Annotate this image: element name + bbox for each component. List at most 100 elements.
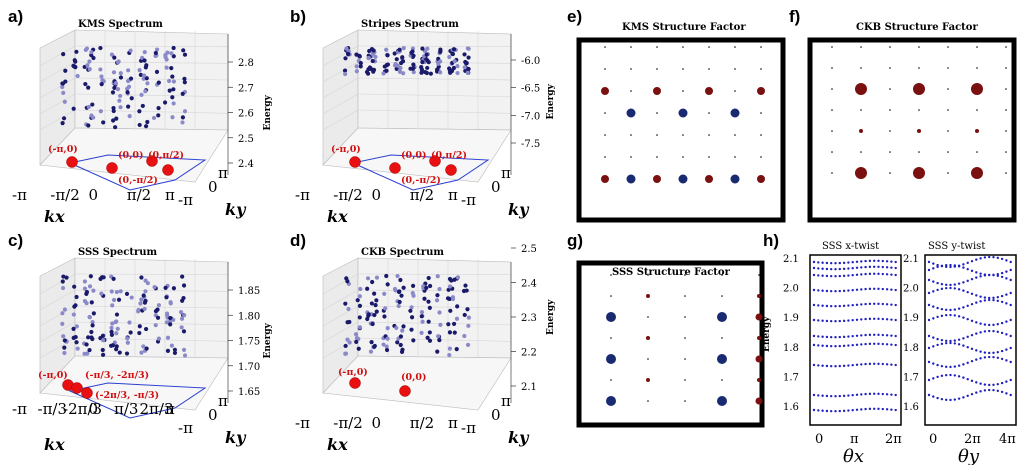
structure-factor-dot xyxy=(913,83,925,95)
twist-level-dot xyxy=(868,392,872,396)
spectrum-level-dot xyxy=(397,47,402,52)
twist-level-dot xyxy=(873,392,876,396)
spectrum-level-dot xyxy=(354,64,359,69)
sss-sf-title: SSS Structure Factor xyxy=(612,267,731,278)
spectrum-level-dot xyxy=(345,337,350,342)
twist-level-dot xyxy=(812,273,816,277)
twist-level-dot xyxy=(873,287,876,291)
x-twist-xtick: 0 xyxy=(815,432,823,447)
spectrum-level-dot xyxy=(171,101,176,106)
structure-factor-dot xyxy=(708,112,710,114)
structure-factor-dot xyxy=(860,46,862,48)
twist-level-dot xyxy=(1005,392,1008,395)
state-annotation: (-π,0) xyxy=(48,144,78,155)
spectrum-level-dot xyxy=(347,319,352,325)
spectrum-level-dot xyxy=(373,303,378,308)
spectrum-level-dot xyxy=(125,86,130,91)
spectrum-level-dot xyxy=(394,66,399,71)
structure-factor-dot xyxy=(831,88,833,90)
structure-factor-dot xyxy=(889,130,891,132)
spectrum-level-dot xyxy=(86,335,91,340)
energy-tick-label: -7.0 xyxy=(521,111,540,122)
twist-level-dot xyxy=(873,317,876,321)
spectrum-level-dot xyxy=(125,90,130,95)
spectrum-level-dot xyxy=(398,277,403,283)
spectrum-level-dot xyxy=(86,85,91,90)
spectrum-level-dot xyxy=(137,67,142,73)
structure-factor-dot xyxy=(610,337,612,339)
spectrum-level-dot xyxy=(466,323,471,328)
twist-level-dot xyxy=(864,259,867,263)
structure-factor-dot xyxy=(721,337,723,339)
twist-level-dot xyxy=(860,318,863,321)
gridline xyxy=(74,305,229,309)
structure-factor-dot xyxy=(630,134,632,136)
spectrum-level-dot xyxy=(60,285,66,291)
spectrum-level-dot xyxy=(110,321,115,326)
spectrum-level-dot xyxy=(112,85,117,91)
spectrum-level-dot xyxy=(454,316,460,321)
structure-factor-dot xyxy=(947,109,949,111)
spectrum-level-dot xyxy=(145,119,150,125)
twist-level-dot xyxy=(860,363,863,366)
gridline xyxy=(39,273,76,295)
state-annotation: (-π,0) xyxy=(38,370,68,381)
spectrum-level-dot xyxy=(139,297,144,302)
spectrum-level-dot xyxy=(109,332,115,337)
spectrum-level-dot xyxy=(400,347,405,352)
panel-label-e: e) xyxy=(567,7,582,26)
twist-level-dot xyxy=(834,409,837,413)
gridline xyxy=(357,305,512,309)
spectrum-level-dot xyxy=(182,52,188,57)
spectrum-level-dot xyxy=(137,330,142,336)
spectrum-level-dot xyxy=(384,273,389,279)
spectrum-level-dot xyxy=(428,71,433,76)
energy-tick-label: 1.85 xyxy=(238,286,260,297)
twist-level-dot xyxy=(962,306,965,309)
energy-tick-label: -6.5 xyxy=(521,84,540,95)
twist-level-dot xyxy=(830,261,833,265)
twist-level-dot xyxy=(877,317,880,321)
spectrum-level-dot xyxy=(462,52,467,57)
twist-level-dot xyxy=(966,317,969,321)
twist-level-dot xyxy=(817,289,820,292)
structure-factor-dot xyxy=(647,358,649,360)
twist-level-dot xyxy=(940,397,944,401)
spectrum-level-dot xyxy=(392,51,397,56)
kms-spectrum-panel: KMS Spectrum 2.8 2.7 2.6 2.5 2.4 Energy (-π,0)… xyxy=(12,19,273,226)
twist-level-dot xyxy=(953,342,956,345)
structure-factor-dot xyxy=(626,174,636,184)
twist-level-dot xyxy=(927,291,931,295)
spectrum-level-dot xyxy=(167,88,172,93)
spectrum-level-dot xyxy=(117,350,122,355)
spectrum-level-dot xyxy=(73,303,78,308)
spectrum-level-dot xyxy=(420,319,425,324)
x-twist-axis-label: θx xyxy=(843,446,864,465)
twist-level-dot xyxy=(842,274,846,278)
spectrum-level-dot xyxy=(169,66,174,71)
twist-level-dot xyxy=(992,296,995,300)
spectrum-level-dot xyxy=(365,276,371,281)
structure-factor-dot xyxy=(889,151,891,153)
twist-level-dot xyxy=(881,287,884,291)
spectrum-level-dot xyxy=(179,325,184,330)
spectrum-level-dot xyxy=(90,320,95,325)
ground-state-dot xyxy=(162,164,174,176)
twist-level-dot xyxy=(1005,302,1008,305)
twist-level-dot xyxy=(962,344,965,347)
structure-factor-dot xyxy=(1005,151,1007,153)
spectrum-level-dot xyxy=(424,70,429,76)
twist-level-dot xyxy=(983,296,987,299)
spectrum-level-dot xyxy=(118,75,124,80)
spectrum-level-dot xyxy=(419,310,425,315)
twist-level-dot xyxy=(966,267,969,271)
energy-tick-label: -6.0 xyxy=(521,56,540,67)
spectrum-level-dot xyxy=(74,324,79,329)
stripes-spectrum-panel: Stripes Spectrum -6.0 -6.5 -7.0 -7.5 Energy (… xyxy=(295,19,556,226)
ky-tick-label: π xyxy=(218,392,228,410)
spectrum-level-dot xyxy=(436,61,441,66)
kx-tick-label: -π/3 xyxy=(38,400,68,418)
spectrum-level-dot xyxy=(72,58,77,63)
twist-level-dot xyxy=(962,396,965,399)
